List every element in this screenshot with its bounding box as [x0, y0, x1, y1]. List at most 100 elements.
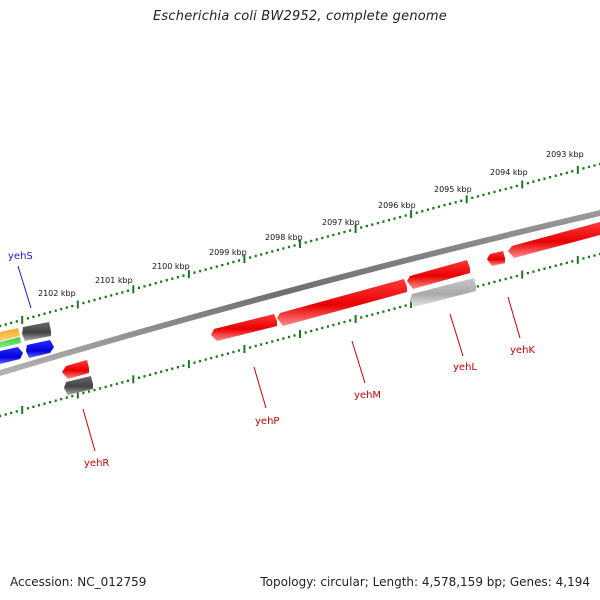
gene-arrow-yehR-pseudo[interactable]	[64, 376, 93, 395]
gene-arrow-yehK[interactable]	[508, 222, 600, 258]
ruler-minor-tick	[237, 259, 241, 262]
ruler-minor-tick	[254, 344, 257, 348]
ruler-minor-tick	[426, 208, 429, 211]
ruler-minor-tick	[60, 397, 63, 401]
ruler-minor-tick	[554, 174, 557, 177]
ruler-minor-tick	[493, 190, 496, 194]
ruler-minor-tick	[382, 310, 385, 313]
ruler-minor-tick	[87, 300, 91, 303]
gene-label-yehP: yehP	[255, 416, 279, 427]
ruler-minor-tick	[204, 268, 207, 271]
ruler-major-tick	[354, 315, 357, 323]
ruler-minor-tick	[210, 356, 213, 360]
ruler-minor-tick	[404, 304, 407, 307]
ruler-minor-tick	[226, 352, 229, 355]
ruler-minor-tick	[171, 367, 174, 370]
scale-label: 2093 kbp	[546, 150, 584, 159]
ruler-minor-tick	[476, 285, 479, 288]
ruler-minor-tick	[160, 370, 163, 373]
ruler-minor-tick	[54, 399, 57, 402]
ruler-minor-tick	[499, 279, 502, 282]
ruler-minor-tick	[526, 271, 529, 275]
ruler-minor-tick	[93, 388, 96, 392]
ruler-major-tick	[299, 240, 301, 248]
gene-arrow-dark-yehS[interactable]	[22, 322, 51, 341]
ruler-minor-tick	[376, 311, 379, 315]
gene-label-yehL: yehL	[453, 362, 477, 373]
ruler-minor-tick	[532, 270, 535, 273]
ruler-minor-tick	[4, 323, 7, 326]
ruler-minor-tick	[10, 321, 13, 325]
ruler-minor-tick	[365, 224, 368, 228]
ruler-minor-tick	[110, 294, 113, 297]
ruler-minor-tick	[121, 381, 124, 384]
ruler-minor-tick	[471, 196, 474, 199]
genome-summary: Topology: circular; Length: 4,578,159 bp…	[260, 575, 590, 589]
ruler-minor-tick	[171, 277, 174, 280]
ruler-minor-tick	[337, 322, 341, 325]
ruler-minor-tick	[310, 329, 313, 333]
ruler-minor-tick	[204, 358, 207, 361]
ruler-minor-tick	[221, 263, 224, 267]
ruler-minor-tick	[532, 180, 535, 183]
forward-genes	[62, 222, 600, 395]
ruler-minor-tick	[93, 298, 96, 302]
ruler-minor-tick	[504, 187, 507, 191]
ruler-minor-tick	[232, 350, 235, 354]
inner-scale-ruler	[0, 252, 600, 418]
ruler-minor-tick	[376, 221, 379, 225]
gene-arrow-yehP[interactable]	[211, 314, 277, 341]
ruler-minor-tick	[249, 256, 252, 259]
ruler-minor-tick	[565, 261, 568, 264]
ruler-minor-tick	[543, 177, 546, 180]
ruler-major-tick	[521, 180, 524, 189]
ruler-minor-tick	[382, 220, 385, 223]
ruler-minor-tick	[571, 260, 574, 263]
gene-label-yehM: yehM	[354, 390, 381, 401]
ruler-minor-tick	[126, 289, 129, 292]
ruler-minor-tick	[304, 331, 307, 334]
ruler-minor-tick	[149, 283, 152, 286]
ruler-minor-tick	[537, 268, 541, 272]
ruler-minor-tick	[154, 282, 157, 285]
ruler-minor-tick	[487, 282, 491, 285]
ruler-minor-tick	[210, 266, 213, 270]
ruler-minor-tick	[510, 186, 513, 189]
ruler-minor-tick	[265, 341, 268, 345]
ruler-major-tick	[465, 195, 468, 204]
gene-arrow-yehL-pseudo[interactable]	[410, 278, 476, 307]
ruler-minor-tick	[49, 401, 52, 404]
gene-arrow-blue-yehS[interactable]	[26, 340, 54, 358]
ruler-minor-tick	[371, 313, 374, 316]
ruler-minor-tick	[315, 238, 318, 241]
scale-label: 2099 kbp	[209, 248, 247, 257]
ruler-minor-tick	[182, 274, 185, 277]
ruler-minor-tick	[282, 247, 285, 250]
ruler-minor-tick	[365, 314, 368, 318]
gene-arrow-blue-left[interactable]	[0, 347, 23, 364]
genome-title: Escherichia coli BW2952, complete genome	[153, 9, 447, 24]
ruler-minor-tick	[404, 214, 407, 217]
ruler-minor-tick	[443, 204, 446, 207]
ruler-minor-tick	[371, 223, 374, 226]
gene-arrow-green[interactable]	[0, 337, 21, 348]
ruler-minor-tick	[260, 343, 263, 346]
gene-arrow-yehK-small[interactable]	[487, 251, 505, 266]
ruler-minor-tick	[387, 218, 391, 222]
ruler-minor-tick	[449, 202, 452, 205]
gene-arrow-yehL[interactable]	[407, 260, 470, 289]
ruler-minor-tick	[82, 391, 85, 395]
ruler-major-tick	[21, 405, 24, 414]
ruler-minor-tick	[504, 277, 507, 281]
ruler-minor-tick	[154, 372, 157, 375]
ruler-minor-tick	[326, 325, 329, 328]
ruler-minor-tick	[276, 248, 279, 252]
gene-arrow-yehM[interactable]	[277, 279, 407, 326]
ruler-minor-tick	[215, 265, 218, 268]
gene-arrow-orange[interactable]	[0, 328, 20, 341]
gene-arrow-yehR[interactable]	[62, 360, 89, 379]
ruler-minor-tick	[226, 262, 229, 265]
ruler-minor-tick	[560, 263, 563, 266]
ruler-minor-tick	[499, 189, 502, 192]
ruler-major-tick	[76, 390, 79, 399]
